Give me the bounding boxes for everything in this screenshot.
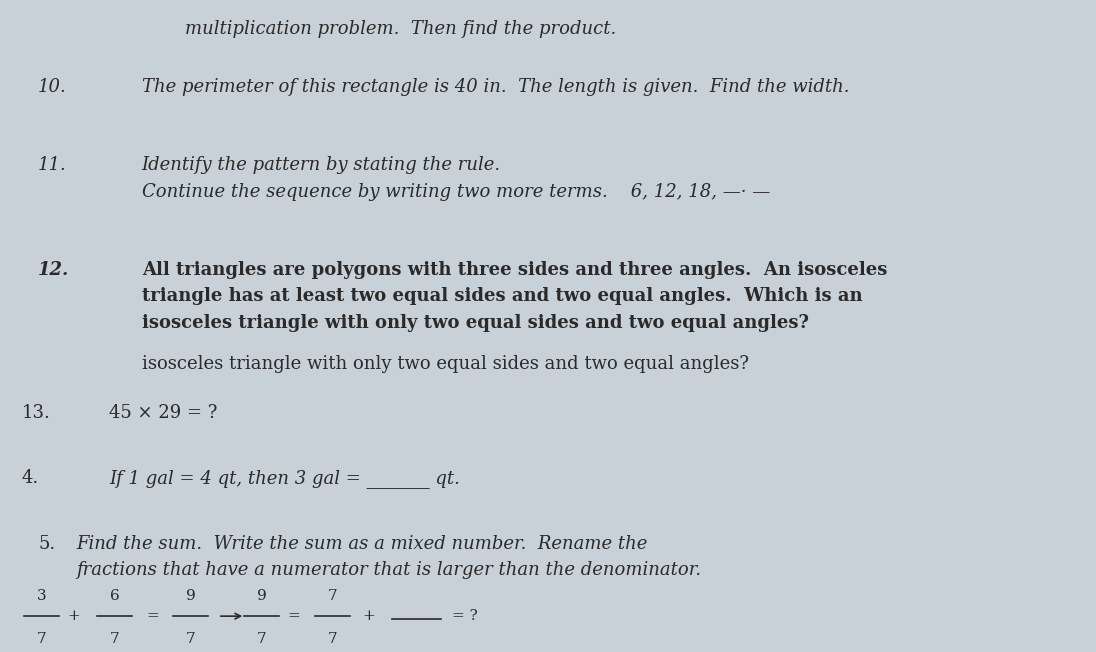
Text: 11.: 11.	[38, 156, 67, 175]
Text: +: +	[68, 609, 80, 623]
Text: 3: 3	[36, 589, 46, 603]
Text: 7: 7	[256, 632, 266, 646]
Text: 7: 7	[328, 632, 338, 646]
Text: =: =	[288, 609, 300, 623]
Text: 10.: 10.	[38, 78, 67, 96]
Text: 7: 7	[36, 632, 46, 646]
Text: 45 × 29 = ?: 45 × 29 = ?	[109, 404, 217, 422]
Text: +: +	[362, 609, 375, 623]
Text: 7: 7	[110, 632, 119, 646]
Text: 7: 7	[186, 632, 195, 646]
Text: = ?: = ?	[453, 609, 478, 623]
Text: 12.: 12.	[38, 261, 69, 279]
Text: If 1 gal = 4 qt, then 3 gal = _______ qt.: If 1 gal = 4 qt, then 3 gal = _______ qt…	[109, 469, 460, 488]
Text: 9: 9	[186, 589, 195, 603]
Text: 9: 9	[256, 589, 266, 603]
Text: multiplication problem.  Then find the product.: multiplication problem. Then find the pr…	[185, 20, 616, 38]
Text: 4.: 4.	[22, 469, 39, 488]
Text: isosceles triangle with only two equal sides and two equal angles?: isosceles triangle with only two equal s…	[141, 355, 749, 374]
Text: All triangles are polygons with three sides and three angles.  An isosceles
tria: All triangles are polygons with three si…	[141, 261, 887, 332]
Text: 7: 7	[328, 589, 338, 603]
Text: The perimeter of this rectangle is 40 in.  The length is given.  Find the width.: The perimeter of this rectangle is 40 in…	[141, 78, 849, 96]
Text: 5.: 5.	[38, 535, 56, 553]
Text: Identify the pattern by stating the rule.
Continue the sequence by writing two m: Identify the pattern by stating the rule…	[141, 156, 769, 201]
Text: =: =	[146, 609, 159, 623]
Text: Find the sum.  Write the sum as a mixed number.  Rename the
fractions that have : Find the sum. Write the sum as a mixed n…	[77, 535, 701, 579]
Text: 6: 6	[110, 589, 119, 603]
Text: 13.: 13.	[22, 404, 50, 422]
